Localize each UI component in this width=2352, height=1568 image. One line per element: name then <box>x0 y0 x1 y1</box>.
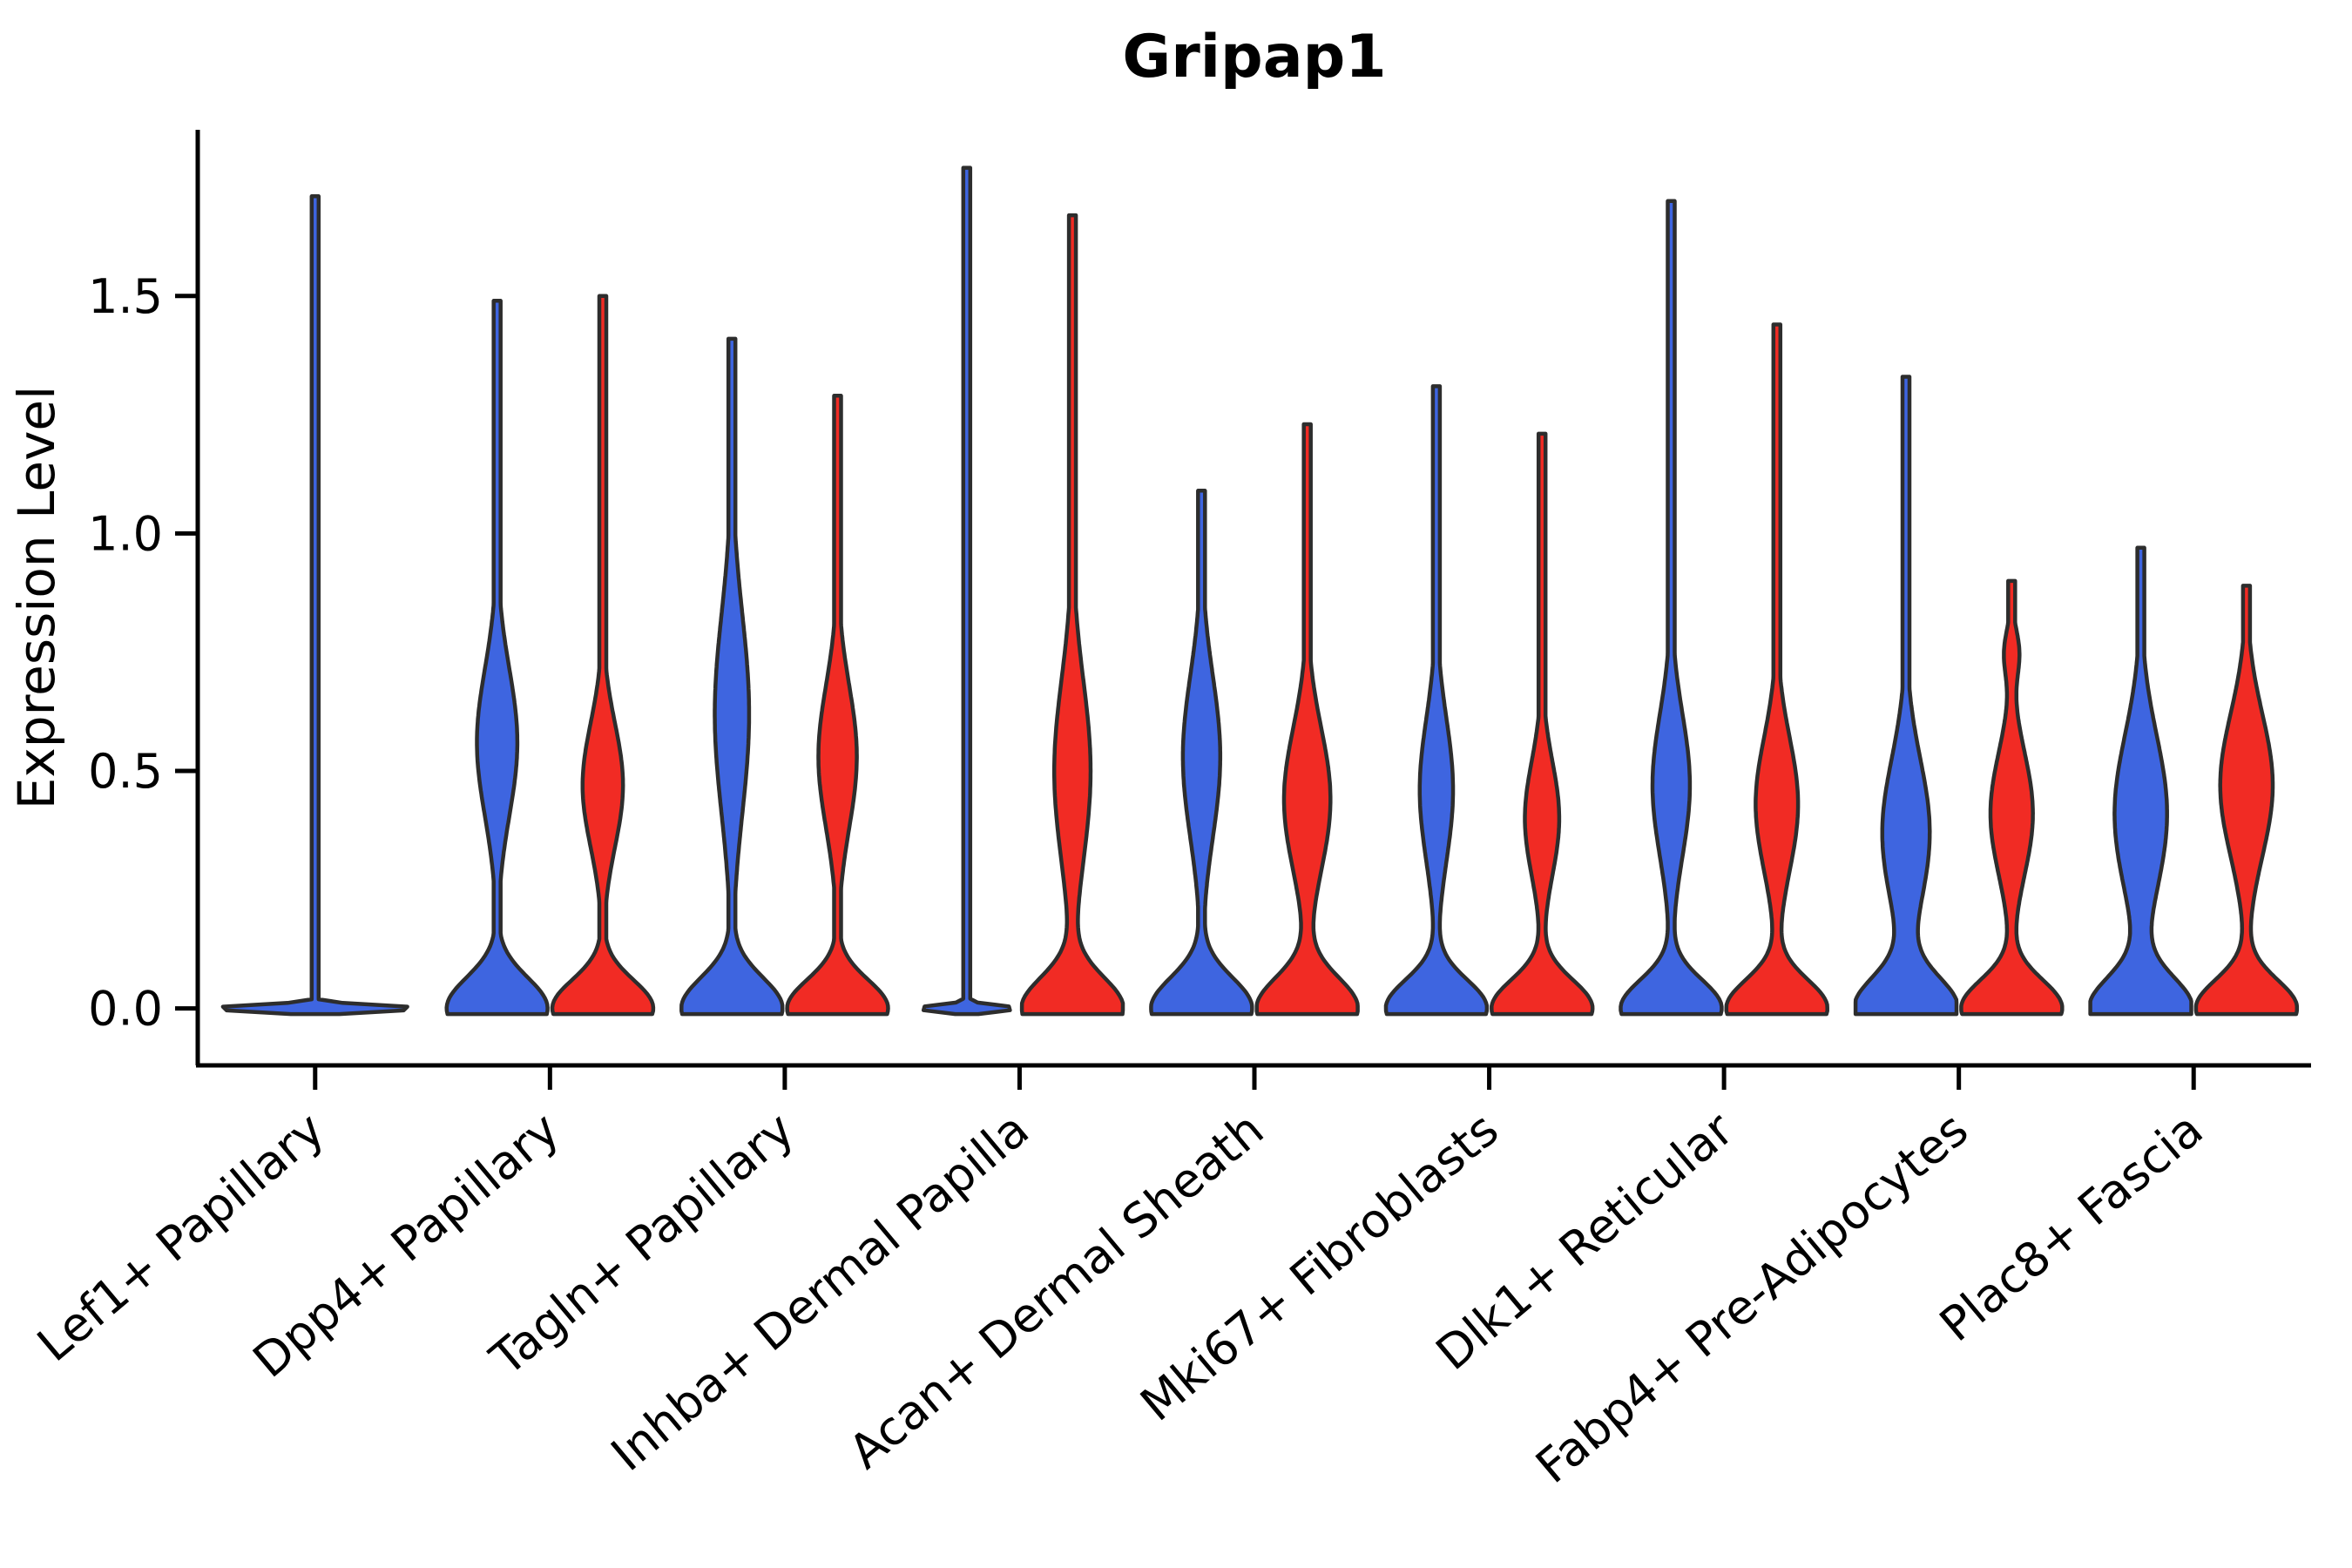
y-axis-label: Expression Level <box>7 386 66 809</box>
violin-red-Acan+ Dermal Sheath <box>1254 422 1360 1017</box>
violins-layer <box>220 166 2300 1017</box>
violin-blue-Plac8+ Fascia <box>2088 545 2193 1017</box>
violin-blue-Acan+ Dermal Sheath <box>1149 489 1254 1017</box>
violin-red-Mki67+ Fibroblasts <box>1490 431 1595 1017</box>
violin-red-Tagln+ Papillary <box>785 394 890 1017</box>
x-tick-label: Fabp4+ Pre-Adipocytes <box>1525 1102 1978 1494</box>
y-tick-label: 0.5 <box>88 744 163 799</box>
violin-blue-Dlk1+ Reticular <box>1619 199 1724 1017</box>
violin-red-Dlk1+ Reticular <box>1724 322 1829 1017</box>
violin-blue-Fabp4+ Pre-Adipocytes <box>1853 375 1959 1017</box>
y-tick-label: 0.0 <box>88 982 163 1037</box>
violin-red-Inhba+ Dermal Papilla <box>1019 213 1125 1017</box>
y-tick-label: 1.5 <box>88 269 163 324</box>
violin-red-Plac8+ Fascia <box>2193 584 2300 1017</box>
axes <box>175 130 2311 1090</box>
violin-blue-Mki67+ Fibroblasts <box>1383 384 1490 1017</box>
y-tick-label: 1.0 <box>88 506 163 561</box>
x-tick-label: Inhba+ Dermal Papilla <box>601 1102 1039 1482</box>
chart-title: Gripap1 <box>1122 23 1386 91</box>
violin-blue-Lef1+ Papillary <box>220 194 409 1017</box>
violin-blue-Tagln+ Papillary <box>679 336 785 1017</box>
violin-blue-Inhba+ Dermal Papilla <box>921 166 1012 1017</box>
violin-red-Fabp4+ Pre-Adipocytes <box>1959 578 2065 1017</box>
x-tick-label: Acan+ Dermal Sheath <box>839 1102 1274 1480</box>
violin-blue-Dpp4+ Papillary <box>444 299 550 1017</box>
violin-red-Dpp4+ Papillary <box>550 294 656 1017</box>
